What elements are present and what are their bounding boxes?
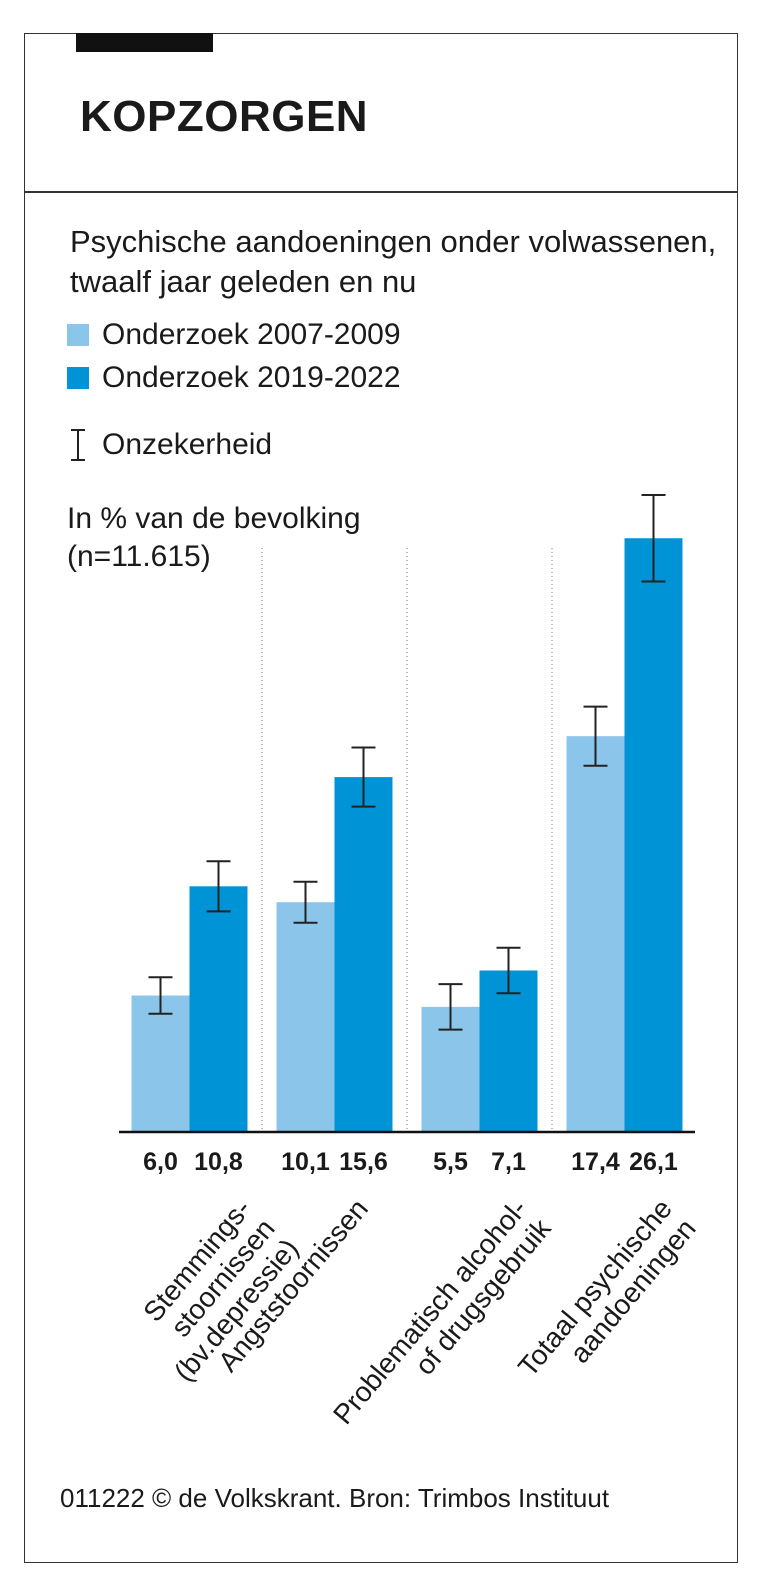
- bar: [334, 777, 393, 1132]
- bar: [479, 970, 538, 1132]
- error-bar: [583, 705, 608, 767]
- error-icon: [71, 429, 85, 461]
- footer: 011222 © de Volkskrant. Bron: Trimbos In…: [60, 1483, 610, 1513]
- bar: [276, 902, 335, 1132]
- value-label: 15,6: [339, 1148, 388, 1176]
- legend-label: Onderzoek 2007-2009: [102, 318, 401, 351]
- bar: [189, 886, 248, 1132]
- legend-label: Onzekerheid: [102, 428, 273, 461]
- error-bar: [293, 880, 318, 924]
- value-label: 5,5: [433, 1148, 468, 1176]
- top-bar: [76, 33, 213, 52]
- chart-subtitle: Psychische aandoeningen onder volwassene…: [70, 224, 717, 299]
- header-rule: [24, 191, 738, 193]
- error-bar: [351, 746, 376, 808]
- value-label: 26,1: [629, 1148, 678, 1176]
- error-bar: [641, 494, 666, 583]
- value-label: 6,0: [143, 1148, 178, 1176]
- legend-label: Onderzoek 2019-2022: [102, 361, 401, 394]
- legend-swatch: [67, 367, 89, 389]
- legend-entry: Onderzoek 2019-2022: [67, 361, 401, 395]
- category-label: Problematisch alcohol-of drugsgebruik: [327, 1193, 557, 1430]
- value-label: 7,1: [491, 1148, 526, 1176]
- error-bar: [206, 860, 231, 913]
- value-label: 10,1: [281, 1148, 330, 1176]
- frame: [24, 33, 738, 1563]
- value-label: 10,8: [194, 1148, 243, 1176]
- legend-entry: Onzekerheid: [67, 428, 272, 462]
- bar: [624, 538, 683, 1132]
- error-bar: [438, 983, 463, 1031]
- value-label: 17,4: [571, 1148, 620, 1176]
- bar: [131, 995, 190, 1132]
- legend-swatch: [67, 324, 89, 346]
- chart-title: KOPZORGEN: [80, 92, 369, 141]
- error-bar: [496, 946, 521, 995]
- bar: [566, 736, 625, 1132]
- y-axis-label: In % van de bevolking (n=11.615): [67, 502, 361, 573]
- legend-entry: Onderzoek 2007-2009: [67, 318, 401, 352]
- error-bar: [148, 976, 173, 1015]
